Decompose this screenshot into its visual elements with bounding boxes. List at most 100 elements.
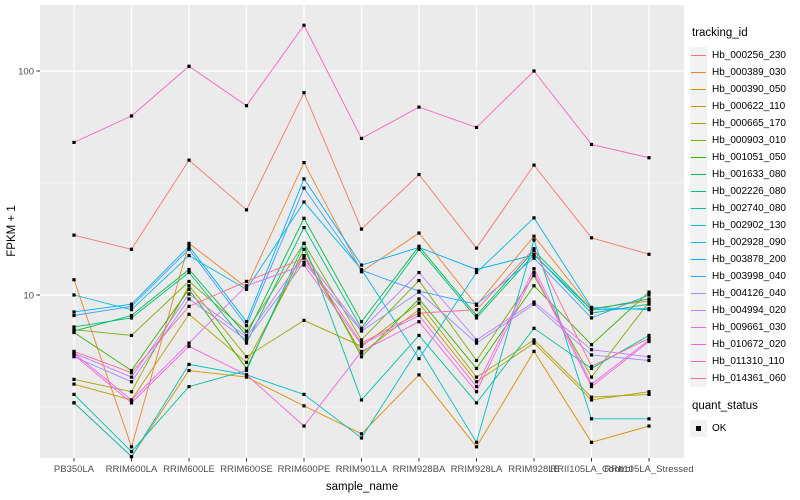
data-point	[417, 270, 421, 275]
quant-legend-title: quant_status	[692, 400, 758, 412]
data-point	[302, 253, 306, 258]
legend-entry-Hb_000622_110: Hb_000622_110	[690, 98, 800, 115]
data-point	[244, 375, 249, 379]
data-point	[532, 349, 536, 354]
data-point	[417, 278, 421, 283]
data-point	[359, 227, 364, 231]
legend-entry-label: Hb_000622_110	[712, 101, 786, 112]
data-point	[417, 357, 421, 361]
legend-entry-label: Hb_000390_050	[712, 84, 786, 95]
data-point	[187, 362, 191, 366]
data-point	[474, 267, 479, 272]
legend-key-icon	[690, 149, 707, 166]
data-point	[589, 343, 594, 347]
data-point	[474, 380, 479, 384]
data-point	[589, 311, 594, 315]
data-point	[72, 313, 76, 318]
data-point	[129, 368, 134, 373]
data-point	[244, 373, 249, 377]
data-point	[72, 310, 76, 314]
data-point	[302, 241, 306, 245]
data-point	[72, 278, 76, 282]
data-point	[244, 285, 249, 290]
data-point	[244, 279, 249, 284]
data-point	[532, 248, 536, 253]
data-point	[589, 308, 594, 312]
data-point	[129, 114, 134, 118]
legend-entry-Hb_000390_050: Hb_000390_050	[690, 81, 800, 98]
data-point	[129, 371, 134, 375]
y-tick-label: 10	[23, 291, 34, 302]
data-point	[187, 297, 191, 301]
data-point	[187, 247, 191, 251]
data-point	[72, 293, 76, 297]
data-point	[532, 341, 536, 345]
data-point	[359, 355, 364, 359]
data-point	[589, 366, 594, 371]
data-point	[474, 313, 479, 318]
data-point	[72, 140, 76, 145]
data-point	[72, 401, 76, 405]
data-point	[187, 304, 191, 308]
legend-key-icon	[690, 319, 707, 336]
data-point	[187, 385, 191, 389]
data-point	[532, 274, 536, 278]
legend-entry-label: Hb_002226_080	[712, 186, 786, 197]
data-point	[72, 353, 76, 357]
data-point	[589, 316, 594, 320]
data-point	[302, 256, 306, 260]
data-point	[647, 297, 651, 301]
data-point	[359, 263, 364, 267]
data-point	[129, 302, 134, 306]
data-point	[187, 64, 191, 68]
legend-entry-Hb_002226_080: Hb_002226_080	[690, 183, 800, 200]
data-point	[302, 404, 306, 408]
data-point	[129, 247, 134, 251]
x-tick-label: RRIM600SE	[220, 464, 273, 475]
data-point	[417, 231, 421, 235]
legend-entry-label: Hb_004126_040	[712, 288, 786, 299]
data-point	[244, 104, 249, 108]
legend-entry-label: Hb_011310_110	[712, 356, 785, 367]
data-point	[474, 390, 479, 394]
data-point	[532, 300, 536, 304]
data-point	[589, 440, 594, 444]
data-point	[647, 392, 651, 396]
data-point	[359, 351, 364, 355]
data-point	[532, 216, 536, 220]
legend-entry-label: Hb_009661_030	[712, 322, 786, 333]
data-point	[72, 382, 76, 386]
data-point	[187, 279, 191, 284]
data-point	[187, 287, 191, 291]
data-point	[187, 344, 191, 348]
data-point	[187, 253, 191, 258]
data-point	[187, 241, 191, 245]
legend-key-icon	[690, 234, 707, 251]
data-point	[187, 341, 191, 345]
data-point	[589, 417, 594, 421]
legend-entry-label: Hb_000665_170	[712, 118, 786, 129]
data-point	[532, 69, 536, 73]
legend-entry-label: Hb_001633_080	[712, 169, 786, 180]
legend-key-icon	[690, 81, 707, 98]
x-tick-label: RRIM901LA	[336, 464, 388, 475]
legend-key-icon	[690, 98, 707, 115]
legend-key-icon	[690, 302, 707, 319]
data-point	[359, 136, 364, 141]
data-point	[647, 358, 651, 363]
data-point	[244, 368, 249, 373]
data-point	[244, 324, 249, 328]
data-point	[72, 325, 76, 329]
data-point	[417, 245, 421, 250]
data-point	[532, 247, 536, 251]
data-point	[647, 252, 651, 256]
data-point	[647, 300, 651, 304]
data-point	[302, 247, 306, 251]
data-point	[532, 338, 536, 342]
data-point	[302, 263, 306, 267]
data-point	[244, 355, 249, 359]
data-point	[474, 358, 479, 363]
legend-entry-Hb_000665_170: Hb_000665_170	[690, 115, 800, 132]
data-point	[417, 311, 421, 315]
data-point	[129, 304, 134, 308]
